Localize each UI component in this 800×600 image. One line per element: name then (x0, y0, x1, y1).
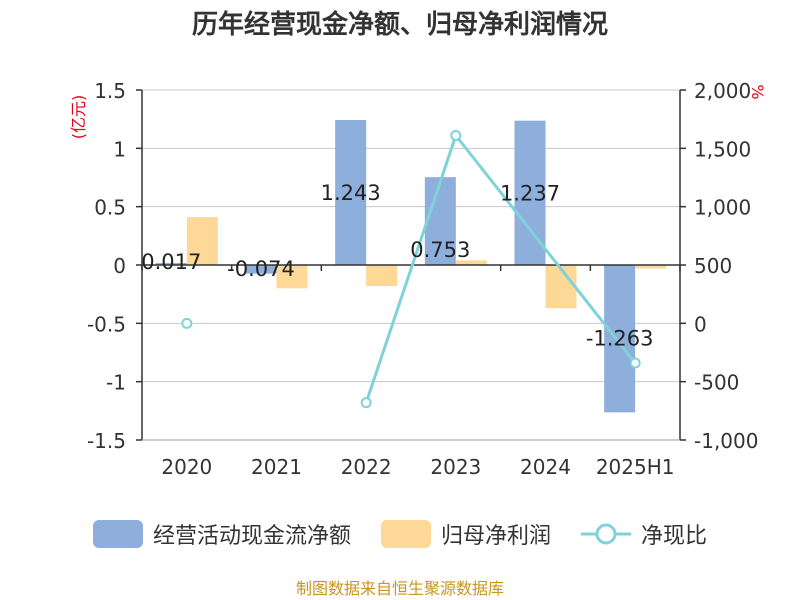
legend-item-net-profit[interactable]: 归母净利润 (380, 518, 551, 550)
left-tick-label: -1.5 (87, 429, 126, 453)
bar-net-profit (635, 265, 667, 269)
left-tick-label: 0.5 (94, 196, 126, 220)
x-tick-label: 2023 (430, 455, 481, 479)
right-tick-label: 0 (694, 312, 707, 336)
axes: 1.5 1 0.5 0 -0.5 -1 -1.5 2,000 1,500 1,000 500 0 -50… (87, 79, 759, 479)
right-tick-label: 1,500 (694, 137, 751, 161)
left-tick-label: 1.5 (94, 79, 126, 103)
left-axis-unit: (亿元) (69, 95, 88, 140)
legend-swatch-cashflow (92, 520, 143, 548)
bar-net-profit (366, 265, 398, 286)
right-axis-unit: % (748, 84, 767, 99)
legend-label-ratio: 净现比 (641, 524, 708, 549)
source-note: 制图数据来自恒生聚源数据库 (295, 579, 504, 598)
bar-cashflow (335, 119, 367, 265)
legend-label-net-profit: 归母净利润 (440, 524, 551, 549)
x-tick-label: 2024 (520, 455, 571, 479)
legend-swatch-ratio (581, 523, 631, 545)
data-label-cashflow: -1.263 (586, 326, 654, 350)
grid-lines (142, 89, 680, 441)
x-tick-label: 2021 (251, 455, 302, 479)
left-tick-label: 0 (113, 254, 126, 278)
legend: 经营活动现金流净额 归母净利润 净现比 (0, 514, 800, 554)
data-label-cashflow: 0.017 (141, 250, 201, 274)
right-tick-label: -500 (694, 371, 739, 395)
legend-item-cashflow[interactable]: 经营活动现金流净额 (92, 518, 351, 550)
bar-net-profit (276, 265, 308, 289)
data-labels: 0.017 -0.074 1.243 0.753 1.237 -1.263 (141, 181, 653, 350)
bar-net-profit (186, 217, 218, 265)
left-tick-label: -0.5 (87, 312, 126, 336)
ratio-line (181, 130, 641, 409)
data-label-cashflow: 1.237 (500, 182, 560, 206)
data-label-cashflow: -0.074 (227, 257, 295, 281)
bars (155, 119, 667, 413)
x-tick-label: 2020 (161, 455, 212, 479)
chart-title: 历年经营现金净额、归母净利润情况 (192, 9, 608, 40)
bar-cashflow (155, 263, 187, 265)
right-tick-label: 2,000 (694, 79, 751, 103)
bar-net-profit (455, 260, 487, 265)
data-label-cashflow: 1.243 (321, 181, 381, 205)
ratio-point (360, 397, 372, 409)
bar-cashflow (424, 177, 456, 265)
left-tick-label: 1 (113, 137, 126, 161)
legend-swatch-net-profit (380, 520, 431, 548)
ratio-point (450, 130, 462, 141)
left-tick-label: -1 (106, 371, 126, 395)
x-tick-label: 2022 (341, 455, 392, 479)
ratio-point (181, 317, 193, 329)
right-tick-label: 1,000 (694, 196, 751, 220)
ratio-point (629, 357, 641, 369)
bar-cashflow (604, 265, 636, 413)
ratio-line-segment (364, 135, 458, 404)
legend-label-cashflow: 经营活动现金流净额 (152, 524, 351, 549)
right-tick-label: -1,000 (694, 429, 758, 453)
data-label-cashflow: 0.753 (410, 238, 470, 262)
right-tick-label: 500 (694, 254, 732, 278)
ratio-line-segment (454, 134, 637, 364)
bar-cashflow (245, 265, 277, 274)
x-tick-label: 2025H1 (596, 455, 675, 479)
bar-net-profit (545, 265, 577, 309)
legend-item-ratio[interactable]: 净现比 (581, 518, 707, 550)
